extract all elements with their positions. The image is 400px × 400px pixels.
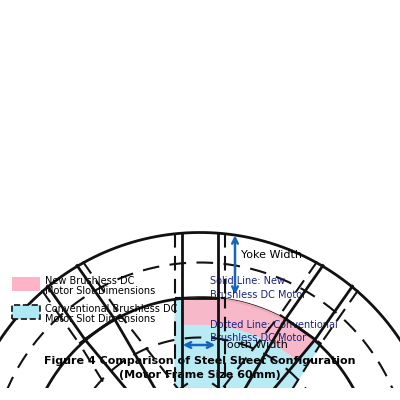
Polygon shape xyxy=(166,388,262,400)
Text: Motor Slot Dimensions: Motor Slot Dimensions xyxy=(45,286,155,296)
Text: Conventional Brushless DC: Conventional Brushless DC xyxy=(45,304,177,314)
Text: Dotted Line: Conventional
Brushless DC Motor: Dotted Line: Conventional Brushless DC M… xyxy=(210,320,338,343)
Polygon shape xyxy=(175,298,321,400)
Bar xyxy=(12,304,40,318)
Text: New Brushless DC: New Brushless DC xyxy=(45,276,134,286)
Text: Tooth Width: Tooth Width xyxy=(222,340,288,350)
Bar xyxy=(12,276,40,290)
Text: (Motor Frame Size 60mm): (Motor Frame Size 60mm) xyxy=(119,370,281,380)
Text: Figure 4 Comparison of Steel Sheet Configuration: Figure 4 Comparison of Steel Sheet Confi… xyxy=(44,356,356,366)
Text: Yoke Width: Yoke Width xyxy=(241,250,302,260)
Text: Motor Slot Dimensions: Motor Slot Dimensions xyxy=(45,314,155,324)
Text: Solid Line: New
Brushless DC Motor: Solid Line: New Brushless DC Motor xyxy=(210,276,306,300)
Polygon shape xyxy=(182,298,315,360)
